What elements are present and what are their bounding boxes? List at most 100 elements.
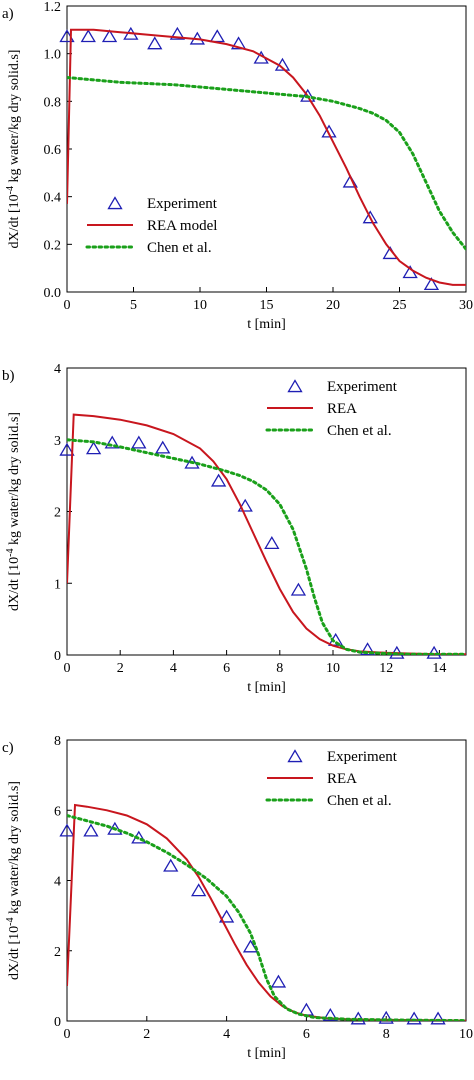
x-tick-label: 10 <box>193 298 207 313</box>
x-tick-label: 6 <box>303 1027 310 1042</box>
series-line-chen <box>67 438 466 655</box>
y-tick-label: 6 <box>54 804 61 819</box>
x-tick-label: 4 <box>223 1027 230 1042</box>
y-tick-label: 0.0 <box>44 286 62 301</box>
data-point <box>107 821 123 835</box>
data-point <box>169 26 186 40</box>
legend-label: Chen et al. <box>327 793 392 809</box>
y-tick-label: 4 <box>54 875 61 890</box>
legend-label: REA model <box>147 218 217 234</box>
series-line-chen <box>67 814 466 1021</box>
y-tick-label: 4 <box>54 362 61 377</box>
data-point <box>155 440 171 454</box>
x-tick-label: 12 <box>379 661 393 676</box>
x-axis-label: t [min] <box>247 317 286 332</box>
x-tick-label: 5 <box>130 298 137 313</box>
y-tick-label: 0.6 <box>44 143 62 158</box>
data-point <box>85 441 102 455</box>
data-point <box>218 909 235 923</box>
series-line-rea <box>67 28 466 286</box>
x-tick-label: 0 <box>64 298 71 313</box>
series-experiment <box>59 26 440 291</box>
data-point <box>80 29 96 43</box>
y-tick-label: 0.4 <box>44 191 62 206</box>
y-tick-label: 0 <box>54 649 61 664</box>
series-experiment <box>59 821 446 1025</box>
panel-label: c) <box>2 740 14 756</box>
data-point <box>191 883 207 897</box>
plot-frame <box>66 5 467 293</box>
data-point <box>426 645 442 659</box>
series-line-chen <box>67 76 466 251</box>
x-tick-label: 25 <box>393 298 407 313</box>
x-tick-label: 30 <box>459 298 473 313</box>
legend-marker <box>107 196 123 210</box>
data-point <box>300 88 316 102</box>
data-point <box>163 858 179 872</box>
x-tick-label: 2 <box>117 661 124 676</box>
data-point <box>59 823 75 837</box>
x-tick-label: 8 <box>383 1027 390 1042</box>
y-tick-label: 0.8 <box>44 95 62 110</box>
data-point <box>184 455 200 469</box>
y-tick-label: 2 <box>54 506 61 521</box>
x-tick-label: 0 <box>64 1027 71 1042</box>
data-point <box>59 442 75 456</box>
data-point <box>423 277 440 291</box>
y-tick-label: 2 <box>54 945 61 960</box>
data-point <box>321 124 337 138</box>
y-tick-label: 1.2 <box>44 0 62 15</box>
data-point <box>230 36 247 50</box>
y-axis-label: dX/dt [10-4 kg water/kg dry solid.s] <box>5 781 22 980</box>
data-point <box>237 498 253 512</box>
x-axis-label: t [min] <box>247 680 286 695</box>
data-point <box>131 435 147 449</box>
data-point <box>210 473 227 487</box>
data-point <box>242 939 259 953</box>
data-point <box>147 36 163 50</box>
data-point <box>322 1007 338 1021</box>
x-tick-label: 10 <box>326 661 340 676</box>
data-point <box>362 210 378 224</box>
series-line-rea <box>67 803 466 1021</box>
legend-label: Experiment <box>147 196 218 212</box>
y-tick-label: 0.2 <box>44 238 62 253</box>
data-point <box>209 29 225 43</box>
data-point <box>101 29 118 43</box>
legend-label: Experiment <box>327 749 398 765</box>
y-tick-label: 3 <box>54 434 61 449</box>
y-tick-label: 1 <box>54 577 61 592</box>
y-tick-label: 0 <box>54 1015 61 1030</box>
data-point <box>430 1011 446 1025</box>
data-point <box>359 642 376 656</box>
data-point <box>83 823 99 837</box>
x-tick-label: 8 <box>276 661 283 676</box>
data-point <box>406 1011 422 1025</box>
data-point <box>290 582 307 596</box>
x-axis-label: t [min] <box>247 1046 286 1061</box>
x-tick-label: 20 <box>326 298 340 313</box>
legend-label: Chen et al. <box>147 240 212 256</box>
x-tick-label: 15 <box>260 298 274 313</box>
y-axis-label: dX/dt [10-4 kg water/kg dry solid.s] <box>5 50 22 249</box>
legend-label: Chen et al. <box>327 423 392 439</box>
chart-panel-3: 0 2 4 6 8 10 0 2 4 6 8 t [min] dX/dt [10-4 kg water/… <box>2 734 473 1061</box>
x-tick-label: 0 <box>64 661 71 676</box>
y-axis-label: dX/dt [10-4 kg water/kg dry solid.s] <box>5 412 22 611</box>
plot-frame <box>66 367 467 656</box>
y-tick-label: 8 <box>54 734 61 749</box>
x-tick-label: 4 <box>170 661 177 676</box>
data-point <box>270 974 287 988</box>
legend-label: REA <box>327 401 357 417</box>
y-tick-label: 1.0 <box>44 48 62 63</box>
panel-label: b) <box>2 368 15 384</box>
series-experiment <box>59 435 442 659</box>
x-tick-label: 2 <box>143 1027 150 1042</box>
legend-marker <box>287 379 303 393</box>
x-tick-label: 10 <box>459 1027 473 1042</box>
x-tick-label: 6 <box>223 661 230 676</box>
data-point <box>264 536 280 549</box>
panel-label: a) <box>2 6 14 22</box>
